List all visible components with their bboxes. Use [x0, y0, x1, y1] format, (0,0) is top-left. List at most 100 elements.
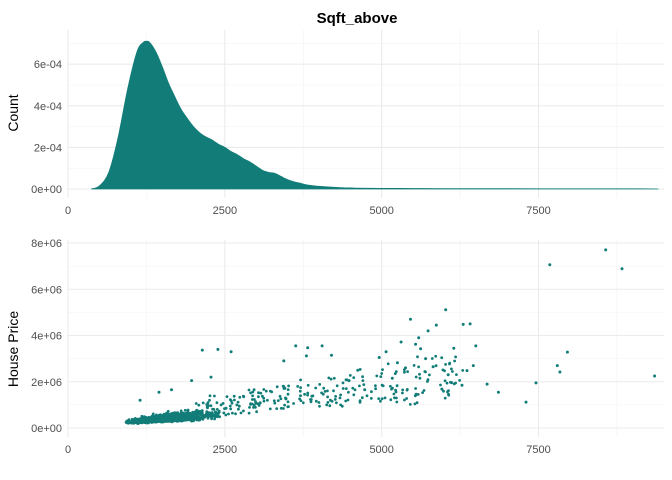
scatter-point: [144, 418, 148, 422]
scatter-point: [379, 399, 382, 403]
scatter-point: [352, 376, 356, 379]
scatter-point: [450, 381, 454, 385]
scatter-point: [326, 395, 329, 399]
scatter-point: [228, 404, 232, 408]
scatter-point: [440, 356, 444, 360]
scatter-point: [213, 417, 217, 421]
scatter-point: [197, 416, 201, 419]
scatter-point: [434, 323, 438, 327]
scatter-point: [403, 370, 406, 374]
scatter-point: [166, 415, 170, 419]
scatter-point: [424, 357, 428, 361]
scatter-point: [192, 417, 196, 421]
scatter-point: [333, 398, 337, 401]
scatter-point: [257, 391, 260, 395]
scatter-point: [416, 355, 419, 359]
scatter-point: [395, 361, 399, 365]
scatter-point: [329, 398, 332, 402]
scatter-point: [346, 398, 350, 402]
scatter-point: [306, 346, 310, 350]
y-tick-label: 8e+06: [31, 238, 62, 250]
x-tick-label: 5000: [369, 205, 393, 217]
scatter-point: [259, 391, 263, 395]
scatter-point: [213, 410, 217, 414]
scatter-point: [157, 416, 160, 420]
scatter-point: [233, 398, 236, 402]
scatter-point: [321, 392, 325, 396]
scatter-point: [395, 396, 398, 400]
scatter-point: [565, 350, 569, 354]
scatter-point: [344, 378, 348, 382]
scatter-point: [309, 398, 312, 401]
scatter-point: [229, 350, 233, 354]
scatter-point: [261, 394, 264, 398]
scatter-point: [235, 403, 239, 407]
scatter-point: [252, 406, 255, 409]
scatter-point: [384, 350, 388, 354]
scatter-point: [409, 317, 412, 321]
scatter-point: [254, 401, 258, 405]
scatter-point: [428, 373, 431, 377]
scatter-point: [406, 370, 409, 373]
scatter-point: [137, 421, 141, 425]
density-panel: 0 2500 5000 7500 0e+00 2e-04 4e-04 6e-04: [31, 30, 664, 217]
scatter-point: [389, 398, 393, 402]
scatter-point: [251, 390, 255, 394]
scatter-point: [399, 340, 403, 344]
scatter-point: [282, 385, 286, 388]
scatter-point: [422, 389, 426, 392]
scatter-point: [461, 369, 465, 372]
scatter-point: [446, 390, 449, 394]
scatter-point: [403, 398, 406, 402]
scatter-point: [157, 390, 161, 394]
scatter-point: [341, 387, 345, 390]
scatter-point: [282, 407, 285, 410]
scatter-points: [124, 248, 657, 425]
scatter-point: [253, 398, 256, 401]
scatter-point: [304, 354, 308, 358]
scatter-point: [166, 409, 170, 413]
scatter-point: [426, 329, 430, 333]
scatter-point: [439, 383, 442, 387]
scatter-point: [415, 401, 419, 405]
scatter-point: [130, 421, 134, 424]
scatter-point: [206, 406, 209, 410]
scatter-point: [278, 394, 282, 398]
scatter-point: [247, 388, 251, 392]
scatter-point: [242, 395, 246, 399]
scatter-point: [347, 379, 351, 383]
scatter-point: [208, 394, 212, 398]
y-tick-label: 0e+00: [31, 184, 62, 196]
scatter-point: [317, 401, 321, 404]
scatter-point: [380, 397, 384, 401]
scatter-point: [454, 381, 457, 385]
scatter-point: [393, 372, 397, 375]
scatter-point: [558, 370, 562, 374]
scatter-point: [294, 344, 298, 348]
scatter-point: [275, 385, 279, 389]
scatter-point: [299, 378, 302, 382]
scatter-point: [329, 377, 333, 381]
scatter-point: [405, 397, 408, 400]
scatter-point: [394, 390, 398, 394]
scatter-point: [269, 389, 272, 393]
scatter-point: [421, 391, 424, 394]
scatter-point: [318, 404, 321, 408]
scatter-point: [620, 267, 624, 271]
scatter-point: [390, 376, 394, 380]
scatter-point: [325, 403, 329, 407]
scatter-point: [217, 409, 221, 413]
scatter-point: [362, 383, 366, 386]
scatter-point: [154, 420, 157, 424]
x-tick-label: 0: [65, 444, 71, 456]
scatter-point: [138, 398, 142, 402]
scatter-point: [286, 400, 290, 404]
scatter-point: [195, 416, 198, 419]
scatter-point: [391, 386, 394, 390]
scatter-point: [195, 408, 199, 412]
y-tick-label: 2e-04: [34, 142, 62, 154]
scatter-point: [344, 399, 348, 403]
scatter-point: [272, 399, 276, 403]
scatter-point: [309, 400, 313, 404]
